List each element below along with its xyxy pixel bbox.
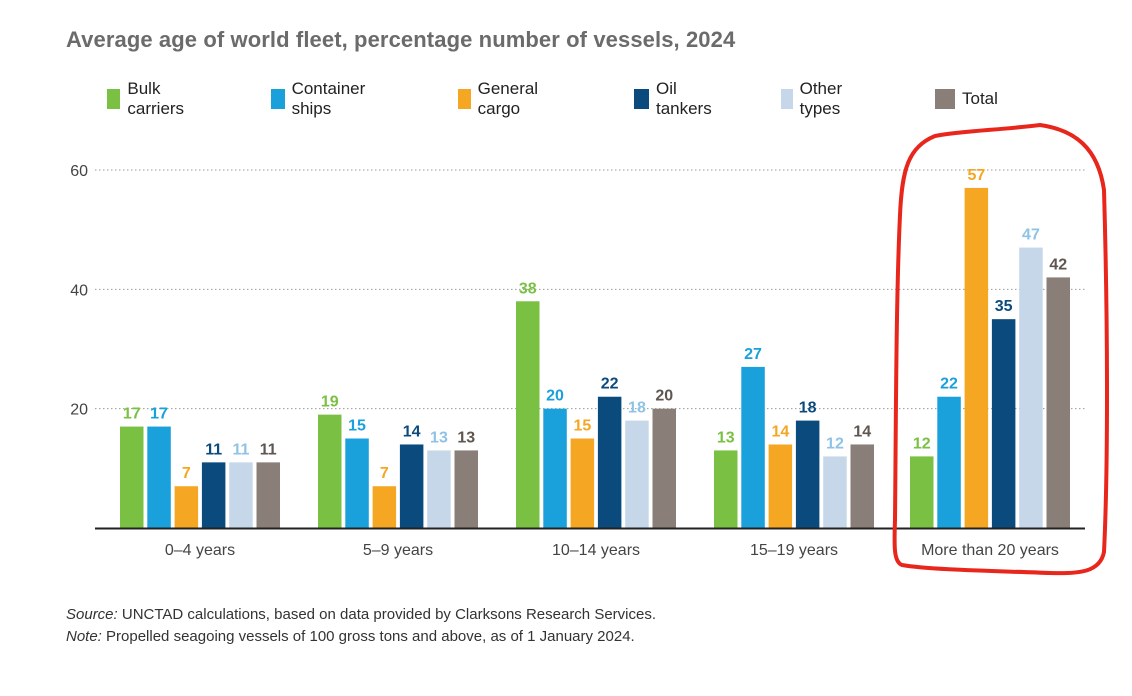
bar xyxy=(850,444,874,528)
legend-swatch xyxy=(781,89,793,109)
y-tick-label: 60 xyxy=(70,163,88,180)
bar xyxy=(741,366,765,528)
data-label: 11 xyxy=(232,441,249,458)
data-label: 57 xyxy=(967,167,985,184)
bar xyxy=(991,319,1016,528)
legend-label: General cargo xyxy=(477,79,539,118)
bar xyxy=(795,420,820,528)
bar-chart: 20 40 60 17 19 38 13 12 17 15 20 27 22 7 7 15 14 57 11 14 22… xyxy=(70,123,1109,576)
note-label: Note: xyxy=(66,628,102,645)
bar xyxy=(937,396,961,528)
data-label: 20 xyxy=(655,388,673,405)
legend-item-bulk-carriers: Bulk carriers xyxy=(107,79,191,118)
data-label: 18 xyxy=(628,400,646,417)
data-label: 12 xyxy=(913,435,931,452)
note-text: Propelled seagoing vessels of 100 gross … xyxy=(101,628,635,645)
bar xyxy=(570,438,595,528)
data-label: 27 xyxy=(744,346,762,363)
legend-item-general-cargo: General cargo xyxy=(458,79,545,118)
data-label: 13 xyxy=(717,429,735,446)
legend-swatch xyxy=(271,89,285,109)
legend-item-oil-tankers: Oil tankers xyxy=(634,79,717,118)
data-label: 12 xyxy=(826,435,844,452)
bar xyxy=(516,301,540,528)
note: Note: Propelled seagoing vessels of 100 … xyxy=(66,628,635,645)
data-label: 7 xyxy=(380,465,389,482)
legend-label: Total xyxy=(962,89,998,108)
data-label: 7 xyxy=(182,465,191,482)
bar xyxy=(229,462,253,528)
data-label: 11 xyxy=(205,441,222,458)
data-label: 14 xyxy=(853,423,871,440)
bar xyxy=(768,444,793,528)
data-label: 22 xyxy=(940,376,958,393)
x-tick-label: More than 20 years xyxy=(921,542,1059,559)
data-label: 19 xyxy=(321,394,339,411)
source-text: UNCTAD calculations, based on data provi… xyxy=(117,606,657,623)
data-label: 15 xyxy=(573,418,591,435)
legend-swatch xyxy=(634,89,649,109)
data-label: 38 xyxy=(519,280,537,297)
bar xyxy=(120,426,144,528)
bar xyxy=(823,456,847,528)
legend-label: Oil tankers xyxy=(655,79,712,118)
bar xyxy=(399,444,424,528)
x-tick-label: 0–4 years xyxy=(165,542,235,559)
bar xyxy=(1019,247,1043,529)
data-label: 14 xyxy=(403,423,421,440)
data-label: 13 xyxy=(430,429,448,446)
bar xyxy=(597,396,622,528)
bar xyxy=(147,426,171,528)
bar xyxy=(318,414,342,528)
data-label: 47 xyxy=(1022,227,1040,244)
y-tick-label: 40 xyxy=(70,282,88,299)
x-tick-label: 10–14 years xyxy=(552,542,640,559)
legend-label: Other types xyxy=(799,79,843,118)
data-label: 42 xyxy=(1049,256,1067,273)
legend-swatch xyxy=(458,89,471,109)
legend-label: Bulk carriers xyxy=(127,79,185,118)
legend-item-container-ships: Container ships xyxy=(271,79,372,118)
y-tick-label: 20 xyxy=(70,402,88,419)
source-note: Source: UNCTAD calculations, based on da… xyxy=(66,606,656,623)
bar xyxy=(372,486,397,528)
bar xyxy=(625,420,649,528)
legend-swatch xyxy=(935,89,955,109)
data-label: 11 xyxy=(260,441,277,458)
bar xyxy=(910,456,934,528)
legend-label: Container ships xyxy=(291,79,366,118)
bar xyxy=(714,450,738,528)
data-label: 17 xyxy=(123,406,141,423)
legend-item-other-types: Other types xyxy=(781,79,851,118)
bar xyxy=(454,450,478,528)
legend-item-total: Total xyxy=(935,87,998,111)
x-tick-label: 15–19 years xyxy=(750,542,838,559)
bar xyxy=(652,408,676,528)
data-label: 18 xyxy=(799,400,817,417)
highlight-annotation xyxy=(892,123,1109,576)
data-label: 17 xyxy=(150,406,168,423)
data-label: 13 xyxy=(457,429,475,446)
data-label: 14 xyxy=(771,423,789,440)
chart-title: Average age of world fleet, percentage n… xyxy=(66,27,736,52)
x-tick-label: 5–9 years xyxy=(363,542,433,559)
bar xyxy=(201,462,226,528)
data-label: 35 xyxy=(995,298,1013,315)
bar xyxy=(345,438,369,528)
bar xyxy=(427,450,451,528)
bar xyxy=(1046,277,1070,528)
bar xyxy=(256,462,280,528)
bar xyxy=(543,408,567,528)
data-label: 15 xyxy=(348,418,366,435)
source-label: Source: xyxy=(66,606,118,623)
bar xyxy=(964,187,989,528)
data-label: 22 xyxy=(601,376,619,393)
bar xyxy=(174,486,199,528)
data-label: 20 xyxy=(546,388,564,405)
legend-swatch xyxy=(107,89,121,109)
